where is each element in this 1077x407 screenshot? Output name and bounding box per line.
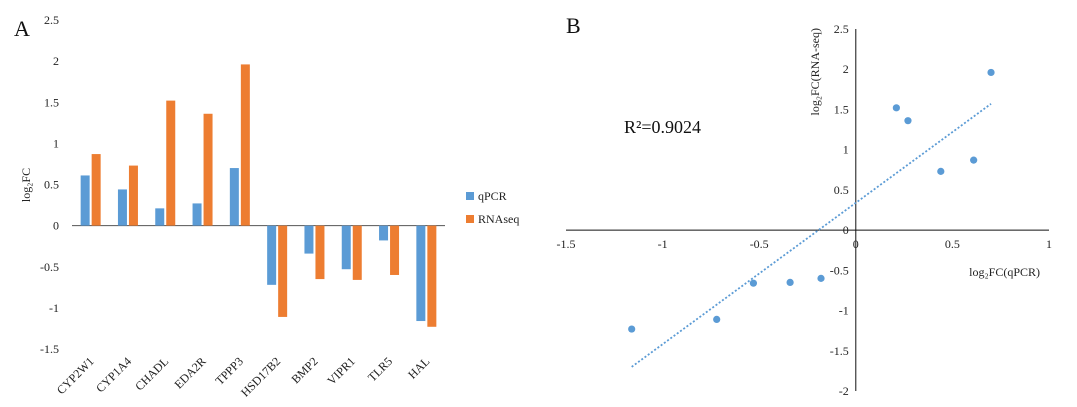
x-tick-label: 0 xyxy=(853,237,859,251)
bar-qpcr-tlr5 xyxy=(379,225,389,241)
x-tick-label-tppp3: TPPP3 xyxy=(212,354,245,387)
x-tick-label: -1.5 xyxy=(557,237,576,251)
bar-qpcr-cyp2w1 xyxy=(80,175,90,226)
y-tick-label: 0 xyxy=(53,219,59,233)
y-tick-label: -0.5 xyxy=(830,263,849,277)
y-tick-label: 1 xyxy=(53,136,59,150)
bar-rnaseq-tppp3 xyxy=(240,64,250,226)
y-tick-label: 0 xyxy=(843,223,849,237)
x-tick-label-chadl: CHADL xyxy=(132,354,171,393)
r-squared-annotation: R²=0.9024 xyxy=(624,117,701,137)
y-axis-ticks: 2.5 2 1.5 1 0.5 0 -0.5 -1 -1.5 -2 xyxy=(830,22,849,398)
scatter-point xyxy=(937,167,945,175)
y-tick-label: 0.5 xyxy=(834,183,849,197)
x-tick-label-vipr1: VIPR1 xyxy=(324,354,357,387)
bar-rnaseq-tlr5 xyxy=(390,225,400,275)
scatter-chart-panel: B -1.5 -1 -0.5 0 0.5 1 2.521.510.50-0.5-1-1.5… xyxy=(557,13,1053,398)
x-tick-label-eda2r: EDA2R xyxy=(171,354,208,391)
y-tick-label: 1.5 xyxy=(834,102,849,116)
scatter-point xyxy=(786,278,794,286)
bar-qpcr-tppp3 xyxy=(229,168,239,226)
y-tick-label: 1 xyxy=(843,143,849,157)
y-tick-label: 2.5 xyxy=(44,13,59,27)
bar-qpcr-eda2r xyxy=(192,203,202,226)
bar-rnaseq-vipr1 xyxy=(352,225,362,280)
legend-label-rnaseq: RNAseq xyxy=(478,212,519,226)
y-tick-label: -0.5 xyxy=(40,260,59,274)
y-tick-label: -1.5 xyxy=(40,342,59,356)
bar-rnaseq-hsd17b2 xyxy=(278,225,288,317)
scatter-point xyxy=(628,325,636,333)
scatter-point xyxy=(892,104,900,112)
panel-label-a: A xyxy=(14,16,30,41)
x-tick-label: -0.5 xyxy=(750,237,769,251)
y-tick-label: 2 xyxy=(843,62,849,76)
x-axis-ticks: -1.5 -1 -0.5 0 0.5 1 xyxy=(557,237,1053,251)
scatter-point xyxy=(970,156,978,164)
bar-rnaseq-bmp2 xyxy=(315,225,325,280)
bars xyxy=(80,64,437,327)
x-tick-label: 1 xyxy=(1046,237,1052,251)
y-tick-label: 2.5 xyxy=(834,22,849,36)
x-tick-label: 0.5 xyxy=(945,237,960,251)
bar-qpcr-bmp2 xyxy=(304,225,314,254)
x-tick-label: -1 xyxy=(658,237,668,251)
y-tick-label: -1 xyxy=(839,304,849,318)
y-tick-label: -1.5 xyxy=(830,344,849,358)
x-tick-label-hal: HAL xyxy=(405,354,432,381)
bar-rnaseq-hal xyxy=(427,225,437,327)
x-tick-label-cyp2w1: CYP2W1 xyxy=(54,354,97,397)
x-tick-label-hsd17b2: HSD17B2 xyxy=(238,354,283,399)
x-tick-label-tlr5: TLR5 xyxy=(365,354,395,384)
y-tick-label: -2 xyxy=(839,384,849,398)
bar-rnaseq-eda2r xyxy=(203,113,213,226)
bar-rnaseq-cyp1a4 xyxy=(128,165,138,226)
trendline xyxy=(631,103,992,368)
legend: qPCR RNAseq xyxy=(466,189,519,226)
scatter-point xyxy=(749,279,758,287)
bar-qpcr-cyp1a4 xyxy=(117,189,127,226)
y-tick-label: 2 xyxy=(53,54,59,68)
scatter-point xyxy=(987,68,995,77)
y-axis-ticks: 2.5 2 1.5 1 0.5 0 -0.5 -1 -1.5 xyxy=(40,13,59,356)
y-tick-label: 1.5 xyxy=(44,95,59,109)
bar-qpcr-hsd17b2 xyxy=(267,225,277,285)
scatter-point xyxy=(713,315,721,324)
y-tick-label: -1 xyxy=(49,301,59,315)
bar-chart-panel: A 2.5 2 1.5 1 0.5 0 -0.5 -1 -1.5 CYP2W1CYP1A4CHA… xyxy=(14,13,519,399)
bar-rnaseq-cyp2w1 xyxy=(91,154,101,226)
bar-qpcr-chadl xyxy=(155,208,165,226)
panel-label-b: B xyxy=(566,13,581,38)
x-tick-label-bmp2: BMP2 xyxy=(288,354,320,386)
legend-swatch-rnaseq xyxy=(466,215,474,223)
scatter-point xyxy=(904,117,912,125)
x-axis-title: log₂FC(qPCR) xyxy=(969,265,1040,279)
legend-swatch-qpcr xyxy=(466,192,474,200)
scatter-points xyxy=(628,68,995,333)
legend-label-qpcr: qPCR xyxy=(478,189,507,203)
y-tick-label: 0.5 xyxy=(44,178,59,192)
bar-qpcr-hal xyxy=(416,225,426,322)
bar-qpcr-vipr1 xyxy=(341,225,351,270)
scatter-point xyxy=(817,274,825,282)
bar-rnaseq-chadl xyxy=(166,100,176,226)
y-axis-title: log₂FC xyxy=(19,168,33,202)
x-tick-label-cyp1a4: CYP1A4 xyxy=(93,354,134,395)
y-axis-title: log₂FC(RNA-seq) xyxy=(808,28,822,116)
